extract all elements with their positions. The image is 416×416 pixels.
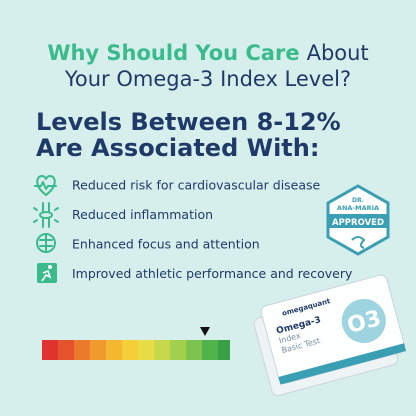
heading-line2: Your Omega-3 Index Level?: [64, 67, 351, 91]
scale-segment: [58, 340, 74, 360]
scale-segment: [218, 340, 230, 360]
color-scale: [42, 327, 230, 360]
heading-highlight: Why Should You Care: [47, 41, 299, 65]
scale-segment: [154, 340, 170, 360]
scale-segment: [90, 340, 106, 360]
scale-segment: [74, 340, 90, 360]
benefit-item: Reduced inflammation: [72, 207, 213, 222]
subheading-line2: Are Associated With:: [36, 134, 319, 162]
scale-segment: [202, 340, 218, 360]
badge: DR. ANA-MARIA APPROVED: [326, 184, 390, 256]
badge-line1: DR.: [352, 197, 364, 204]
scale-segment: [106, 340, 122, 360]
heading-rest: About: [307, 41, 369, 65]
benefit-item: Reduced risk for cardiovascular disease: [72, 178, 321, 193]
badge-line3: APPROVED: [332, 218, 384, 228]
scale-segment: [186, 340, 202, 360]
scale-segment: [138, 340, 154, 360]
scale-segment: [42, 340, 58, 360]
icon-joint: [33, 202, 59, 228]
icon-brain: [36, 233, 56, 253]
scale-segment: [122, 340, 138, 360]
heading-line1: Why Should You Care About: [47, 41, 368, 65]
benefit-item: Enhanced focus and attention: [72, 237, 260, 252]
scale-segment: [170, 340, 186, 360]
icon-heart: [34, 175, 57, 196]
scale-marker: [200, 327, 210, 336]
icon-runner: [37, 263, 57, 283]
subheading-line1: Levels Between 8-12%: [36, 108, 341, 136]
benefit-item: Improved athletic performance and recove…: [72, 266, 353, 281]
benefit-list: Reduced risk for cardiovascular disease R…: [72, 178, 353, 282]
badge-line2: ANA-MARIA: [337, 204, 379, 212]
product-box: omegaquant Omega-3 Index Basic Test O3: [253, 274, 407, 397]
